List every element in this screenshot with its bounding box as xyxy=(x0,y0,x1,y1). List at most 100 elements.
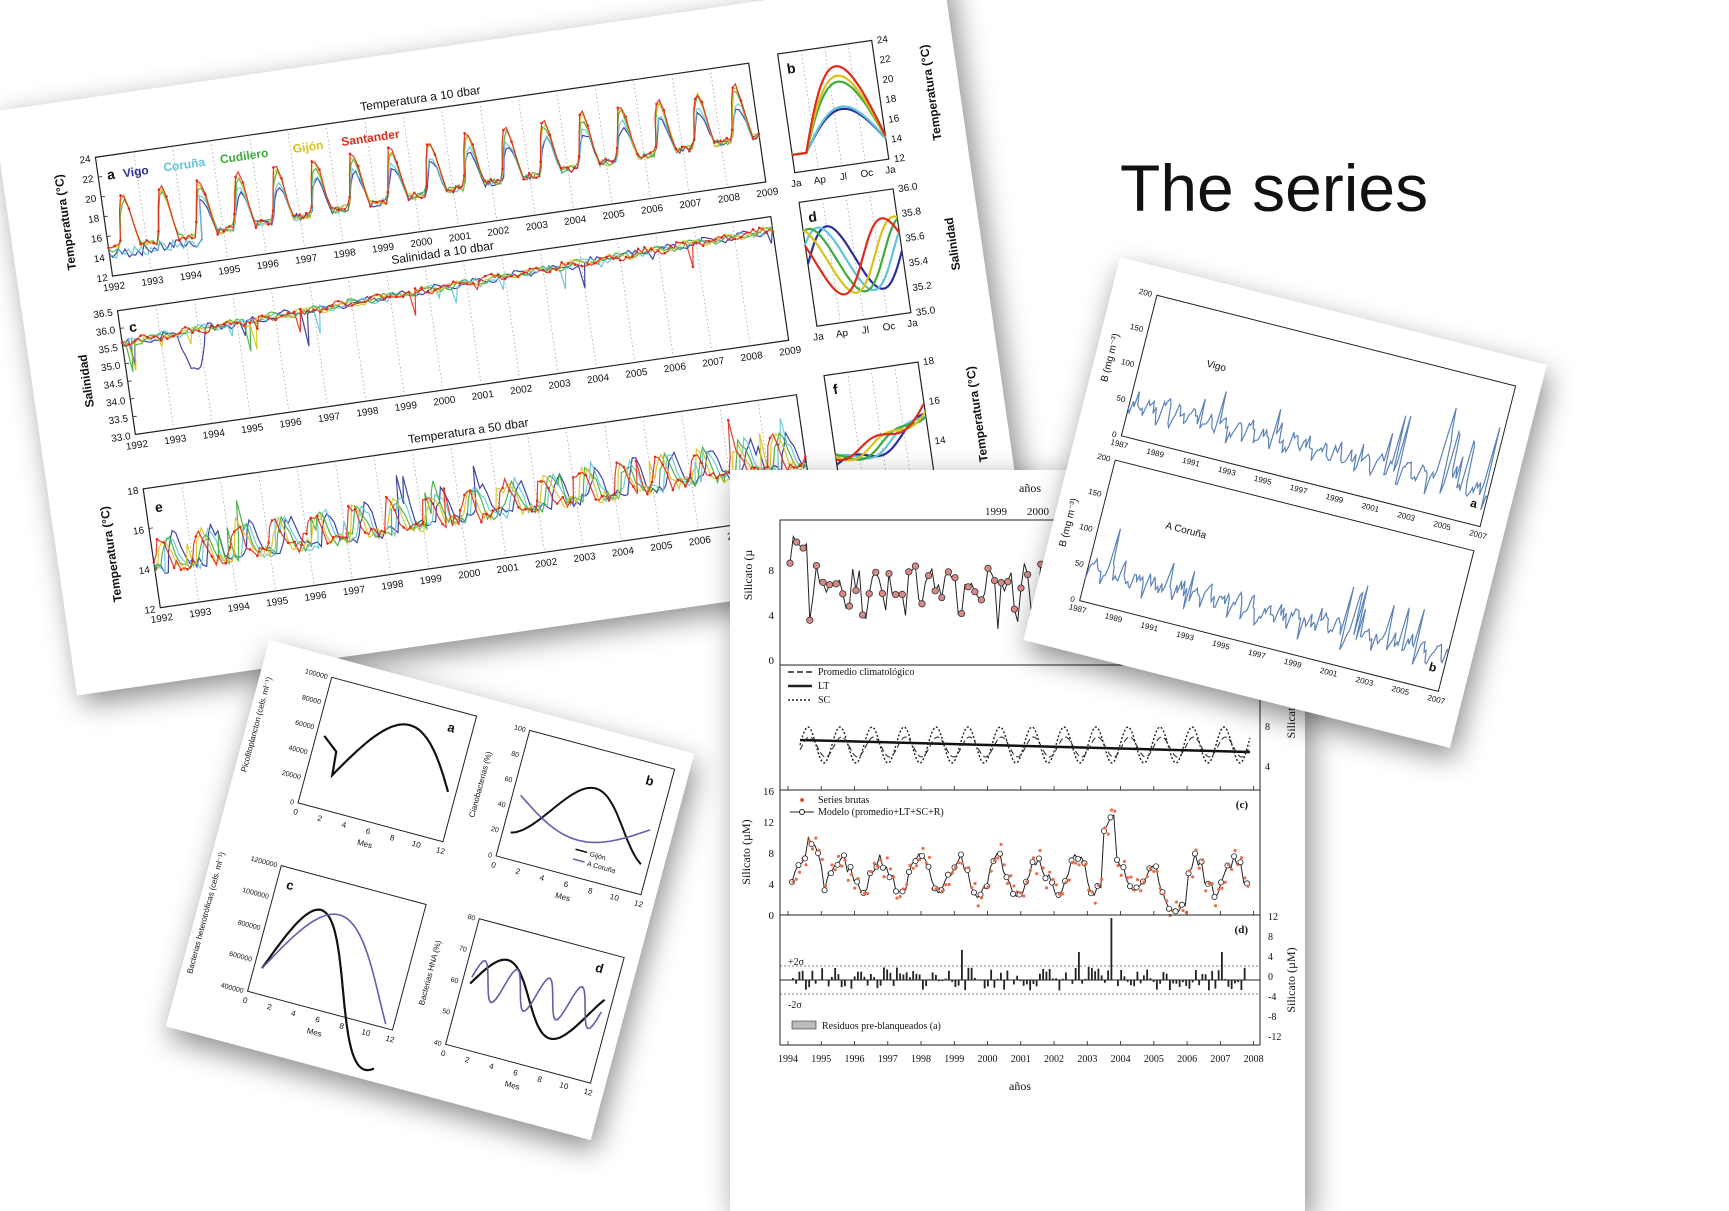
y-tick: 40000 xyxy=(288,745,309,757)
series-point xyxy=(573,263,577,266)
residual-bar xyxy=(918,974,921,980)
silicate-c-raw-point xyxy=(986,885,990,889)
y-tick: 35.4 xyxy=(908,256,929,270)
silicate-c-raw-point xyxy=(849,872,854,876)
x-tick: 2005 xyxy=(1432,519,1452,532)
silicate-c-raw-point xyxy=(823,884,828,888)
series-point xyxy=(539,480,543,483)
series-point xyxy=(343,208,347,211)
silicate-c-raw-point xyxy=(1054,883,1058,887)
year-gridline xyxy=(655,233,674,357)
series-point xyxy=(586,263,590,266)
silicate-c-raw-point xyxy=(1207,881,1211,886)
series-point xyxy=(501,167,504,171)
series-point xyxy=(408,526,412,529)
silicate-c-raw-point xyxy=(846,878,850,882)
year-gridline xyxy=(248,135,267,254)
series-point xyxy=(463,493,466,497)
silicate-c-model-point xyxy=(1074,855,1081,862)
silicate-c-model-point xyxy=(925,863,932,870)
silicate-a-point xyxy=(964,583,972,591)
series-point xyxy=(700,100,704,104)
series-point xyxy=(305,309,309,313)
year-tick: 1999 xyxy=(394,400,418,414)
year-tick: 1996 xyxy=(279,417,303,431)
series-point xyxy=(598,256,602,260)
silicate-c-raw-point xyxy=(1093,901,1097,905)
x-tick: 2007 xyxy=(1468,528,1488,541)
series-point xyxy=(701,244,705,248)
series-point xyxy=(636,152,639,156)
silicate-c-model-point xyxy=(802,855,809,862)
x-tick: 1987 xyxy=(1110,438,1130,451)
residual-bar xyxy=(1110,918,1113,980)
series-point xyxy=(184,237,187,241)
y-tick: 4 xyxy=(769,879,775,891)
silicate-a-point xyxy=(951,574,959,582)
y-tick: 60000 xyxy=(294,720,315,732)
bottom-panel-c-ylabel: Bacterias heterotróficas (cels. ml⁻¹) xyxy=(185,851,226,975)
silicate-c-raw-point xyxy=(947,882,951,887)
series-point xyxy=(713,237,717,241)
month-tick: Oc xyxy=(882,321,896,334)
year-gridline xyxy=(594,85,613,205)
series-point xyxy=(395,295,398,299)
residual-bar xyxy=(967,967,970,980)
residual-bar xyxy=(1039,973,1041,980)
year-tick: 1998 xyxy=(356,406,380,420)
residual-bar xyxy=(1071,980,1074,984)
series-point xyxy=(278,530,282,533)
series-point xyxy=(393,508,396,512)
silicate-a-point xyxy=(911,562,919,570)
silicate-c-model-point xyxy=(957,851,964,858)
series-point xyxy=(369,205,372,208)
month-tick: 8 xyxy=(587,886,594,896)
series-point xyxy=(727,238,730,241)
silicate-c-raw-point xyxy=(833,868,837,872)
series-point xyxy=(431,502,435,506)
series-point xyxy=(471,143,475,146)
bottom-panel-c-frame xyxy=(246,865,427,1031)
y-tick: 600000 xyxy=(228,951,252,964)
silicate-a-point xyxy=(812,561,821,570)
silicate-c-model-point xyxy=(1230,853,1237,860)
series-point xyxy=(776,443,779,446)
silicate-c-raw-point xyxy=(1018,891,1023,895)
series-point xyxy=(480,520,483,524)
silicate-c-model-point xyxy=(996,850,1003,857)
year-tick: 1996 xyxy=(304,590,328,604)
residual-bar xyxy=(1107,970,1110,980)
residual-bar xyxy=(1185,980,1188,986)
figure-card-silicate: años 1999 2000 2001 Silicato (µ 0 4 8 Promed… xyxy=(730,470,1305,1211)
residual-bar xyxy=(1130,980,1132,986)
residual-bar xyxy=(1052,978,1054,980)
year-gridline xyxy=(604,422,622,542)
series-point xyxy=(497,506,501,510)
x-tick: 1997 xyxy=(878,1054,898,1065)
x-tick: 2003 xyxy=(1355,675,1375,688)
month-tick: 12 xyxy=(633,898,644,909)
series-point xyxy=(458,282,462,285)
series-point xyxy=(204,192,207,196)
series-point xyxy=(425,143,429,146)
series-point xyxy=(726,418,730,422)
series-point xyxy=(369,527,373,531)
bottom-legend-gijon: Gijón xyxy=(589,851,607,862)
month-tick: Jl xyxy=(861,325,870,337)
series-point xyxy=(286,541,290,545)
panel-d-ylabel: Salinidad xyxy=(942,217,963,272)
silicate-c-raw-point xyxy=(1145,874,1149,879)
silicate-c-model-point xyxy=(944,871,951,878)
y-tick: 18 xyxy=(87,213,100,226)
y-tick: 33.5 xyxy=(108,413,129,427)
year-gridline xyxy=(642,416,661,536)
year-tick: 2001 xyxy=(496,562,520,576)
residual-bar xyxy=(899,973,902,980)
silicate-residual-legend-swatch xyxy=(791,1020,817,1030)
residual-bar xyxy=(1087,967,1090,980)
year-gridline xyxy=(309,283,328,407)
residual-bar xyxy=(1100,975,1103,980)
residual-bar xyxy=(1078,952,1080,980)
month-tick: 8 xyxy=(338,1021,345,1031)
residual-bar xyxy=(876,980,879,989)
